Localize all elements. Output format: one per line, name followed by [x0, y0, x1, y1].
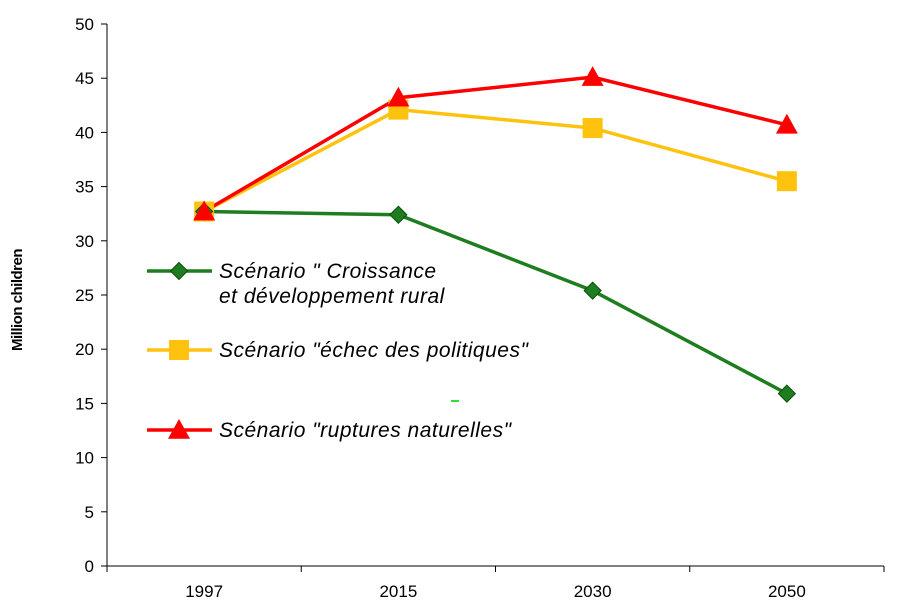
y-tick-label: 5: [85, 503, 94, 522]
x-tick-label: 2015: [379, 582, 417, 601]
triangle-marker: [775, 113, 798, 134]
triangle-marker: [387, 86, 410, 107]
series-line: [204, 209, 788, 396]
y-tick-label: 30: [75, 232, 94, 251]
legend-label: Scénario "ruptures naturelles": [219, 419, 513, 442]
y-tick-label: 45: [75, 69, 94, 88]
y-axis-label: Million children: [9, 249, 26, 351]
diamond-marker: [583, 281, 602, 300]
axes: 0 5 10 15 20 25 30 35 40 45 50 1997 2015 2030 2050: [75, 15, 885, 601]
diamond-marker: [389, 205, 408, 224]
x-tick-label: 2050: [768, 582, 806, 601]
series-line: [203, 107, 788, 214]
x-tick-label: 2030: [574, 582, 612, 601]
y-tick-label: 10: [75, 449, 94, 468]
y-tick-label: 25: [75, 286, 94, 305]
y-tick-label: 40: [75, 123, 94, 142]
y-tick-label: 0: [85, 557, 94, 576]
series-lines: [203, 75, 788, 396]
triangle-marker: [193, 200, 216, 221]
series-line: [203, 75, 788, 214]
square-marker: [582, 118, 603, 139]
legend-label: et développement rural: [219, 285, 446, 308]
y-tick-label: 15: [75, 394, 94, 413]
triangle-marker: [581, 66, 604, 86]
diamond-marker: [777, 384, 797, 403]
y-tick-label: 50: [75, 15, 94, 34]
x-tick-label: 1997: [185, 582, 223, 601]
legend-label: Scénario "échec des politiques": [219, 339, 529, 362]
series-markers: [193, 66, 798, 403]
y-tick-label: 35: [75, 178, 94, 197]
diamond-marker: [169, 261, 189, 281]
square-marker: [776, 171, 797, 192]
legend-label: Scénario " Croissance: [219, 260, 437, 283]
y-tick-label: 20: [75, 340, 94, 359]
square-marker: [169, 340, 189, 360]
triangle-marker: [168, 419, 190, 439]
